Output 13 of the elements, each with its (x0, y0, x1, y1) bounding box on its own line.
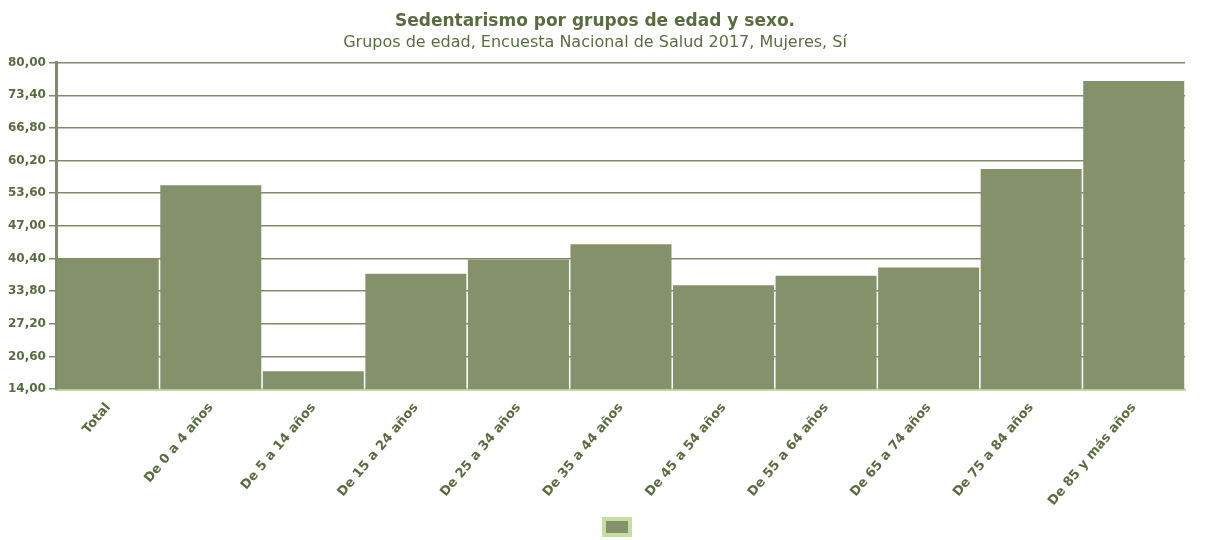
y-tick-label: 53,60 (7, 185, 46, 200)
chart-title: Sedentarismo por grupos de edad y sexo. (394, 9, 796, 30)
chart-subtitle: Grupos de edad, Encuesta Nacional de Salud 2017, Mujeres, Sí (343, 32, 848, 52)
y-tick-label: 60,20 (7, 152, 46, 167)
y-tick-label: 40,40 (7, 250, 46, 265)
y-tick-label: 20,60 (7, 348, 46, 363)
y-tick-label: 47,00 (7, 217, 46, 232)
y-tick-label: 14,00 (7, 381, 46, 396)
y-tick-label: 66,80 (7, 120, 46, 135)
y-tick-label: 73,40 (7, 87, 46, 102)
y-tick-label: 33,80 (7, 283, 46, 298)
y-tick-label: 80,00 (7, 54, 46, 69)
y-tick-label: 27,20 (7, 315, 46, 330)
